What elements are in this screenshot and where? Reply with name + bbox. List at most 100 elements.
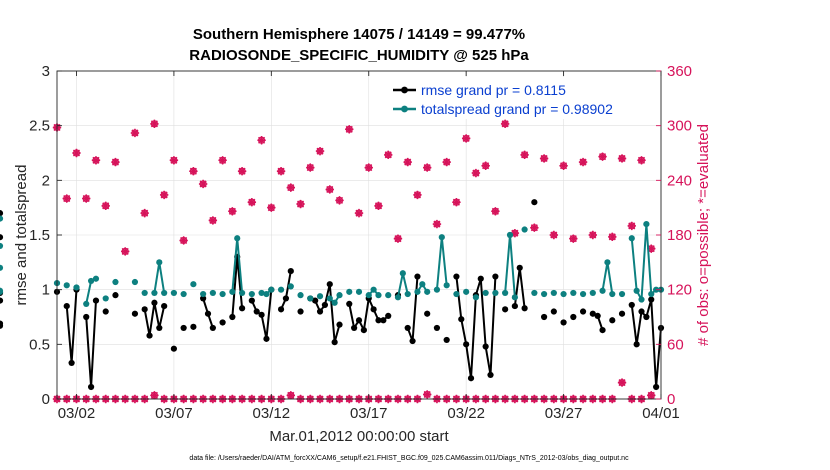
spread-point	[229, 288, 236, 295]
obs-evaluated-marker	[325, 185, 334, 194]
rmse-point	[463, 341, 470, 348]
x-tick-label: 03/17	[350, 405, 388, 422]
obs-evaluated-marker	[442, 157, 451, 167]
rmse-point	[467, 375, 475, 382]
rmse-point	[131, 310, 139, 317]
obs-evaluated-marker	[384, 150, 393, 160]
rmse-point	[502, 306, 509, 313]
obs-evaluated-marker	[364, 163, 373, 172]
y-left-tick-label: 1	[42, 282, 50, 299]
spread-point	[511, 294, 518, 301]
obs-evaluated-low-marker	[422, 390, 432, 399]
spread-point	[482, 289, 489, 297]
y-right-tick-label: 240	[667, 172, 692, 189]
rmse-point	[263, 335, 270, 342]
spread-point	[385, 292, 392, 299]
obs-evaluated-low-marker	[647, 391, 656, 400]
rmse-point	[477, 275, 484, 282]
spread-point	[589, 289, 596, 297]
rmse-point	[648, 296, 655, 303]
spread-point	[570, 289, 577, 297]
spread-point	[579, 290, 587, 298]
rmse-point	[312, 297, 319, 304]
obs-evaluated-marker	[598, 152, 607, 161]
obs-evaluated-marker	[345, 125, 354, 134]
spread-point	[506, 231, 514, 239]
obs-evaluated-marker	[101, 201, 110, 211]
rmse-point	[326, 281, 333, 288]
obs-evaluated-marker	[549, 230, 559, 240]
rmse-point	[0, 234, 4, 241]
rmse-point	[482, 343, 489, 350]
spread-point	[287, 283, 294, 290]
spread-point	[599, 287, 606, 294]
rmse-point	[409, 337, 416, 345]
spread-point	[326, 295, 333, 302]
spread-point	[151, 289, 158, 297]
spread-point	[307, 295, 314, 302]
spread-point	[609, 290, 616, 298]
spread-point	[628, 235, 635, 242]
rmse-point	[643, 313, 650, 321]
y-left-tick-label: 2.5	[29, 118, 50, 135]
spread-point	[638, 296, 645, 303]
obs-evaluated-marker	[228, 207, 237, 216]
rmse-point	[248, 297, 255, 304]
spread-point	[268, 286, 275, 293]
obs-evaluated-marker	[208, 216, 218, 225]
rmse-point	[282, 295, 290, 302]
legend-spread-marker	[401, 105, 408, 113]
spread-point	[209, 289, 216, 297]
obs-evaluated-marker	[150, 119, 159, 129]
obs-evaluated-marker	[491, 207, 500, 216]
obs-evaluated-marker	[335, 196, 344, 205]
obs-evaluated-marker	[159, 190, 169, 200]
x-tick-label: 03/22	[447, 405, 485, 422]
obs-evaluated-marker	[530, 223, 539, 232]
spread-point	[404, 290, 411, 298]
obs-evaluated-marker	[140, 208, 149, 218]
rmse-point	[170, 345, 178, 352]
obs-evaluated-marker	[306, 163, 315, 172]
spread-point	[502, 289, 509, 297]
rmse-point	[453, 273, 460, 280]
x-tick-label: 03/12	[253, 405, 291, 422]
rmse-point	[156, 324, 163, 332]
spread-point	[336, 292, 343, 299]
rmse-point	[531, 199, 538, 206]
rmse-point	[380, 317, 387, 324]
spread-point	[365, 292, 372, 299]
spread-point	[472, 294, 480, 301]
rmse-point	[594, 312, 601, 320]
rmse-point	[638, 308, 645, 315]
spread-point	[131, 278, 139, 286]
obs-evaluated-marker	[481, 161, 490, 170]
spread-point	[297, 292, 304, 299]
spread-point	[346, 288, 353, 295]
rmse-point	[68, 359, 75, 367]
spread-point	[258, 289, 265, 297]
y-right-tick-label: 120	[667, 282, 692, 299]
x-axis-label: Mar.01,2012 00:00:00 start	[269, 428, 449, 445]
spread-point	[0, 264, 4, 271]
rmse-point	[609, 317, 616, 324]
data-file-footer: data file: /Users/raeder/DAI/ATM_forcXX/…	[189, 455, 629, 462]
spread-point	[604, 259, 611, 266]
obs-evaluated-marker	[413, 190, 422, 200]
rmse-point	[331, 339, 338, 346]
spread-point	[277, 286, 285, 293]
obs-evaluated-marker	[627, 221, 636, 231]
spread-point	[433, 286, 441, 293]
obs-evaluated-marker	[393, 234, 403, 243]
spread-point	[234, 235, 241, 242]
spread-point	[0, 288, 4, 295]
rmse-point	[161, 302, 168, 310]
obs-evaluated-marker	[247, 198, 257, 207]
rmse-point	[375, 317, 382, 324]
obs-evaluated-marker	[267, 203, 276, 212]
obs-evaluated-marker	[617, 154, 627, 163]
spread-point	[141, 289, 148, 297]
obs-evaluated-marker	[169, 156, 179, 165]
spread-point	[424, 288, 431, 295]
rmse-point	[589, 310, 596, 317]
